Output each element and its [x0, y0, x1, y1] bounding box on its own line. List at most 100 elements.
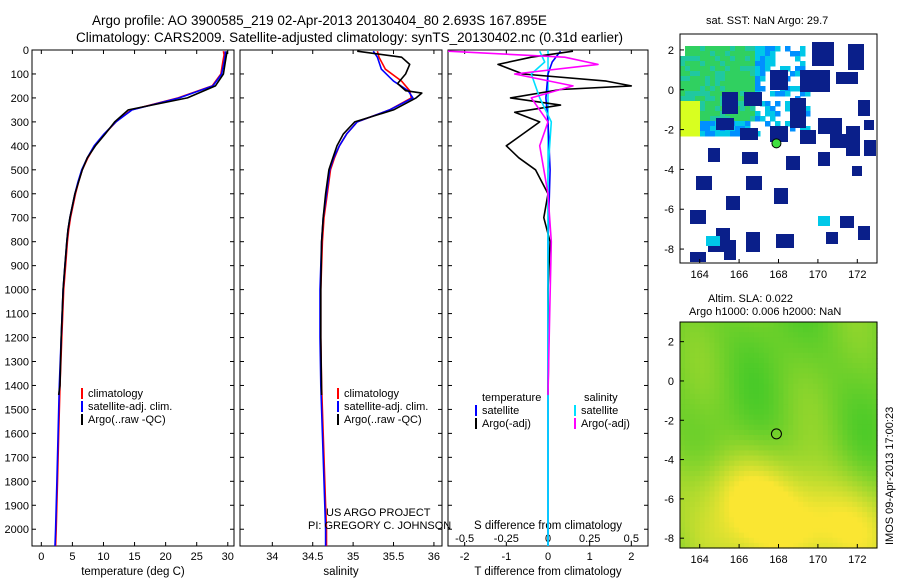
map-cell — [798, 542, 804, 549]
map-cell — [788, 322, 794, 328]
map-cell — [768, 337, 775, 344]
map-cell — [748, 399, 755, 405]
map-cell — [768, 347, 775, 354]
map-cell — [788, 388, 794, 395]
map-cell — [748, 373, 755, 380]
map-cell — [695, 116, 701, 122]
map-cell — [793, 522, 799, 529]
map-cell — [842, 399, 849, 405]
map-cell — [798, 357, 804, 364]
map-cell — [803, 393, 809, 400]
map-cell — [837, 481, 844, 487]
map-cell — [694, 363, 701, 369]
map-cell — [798, 455, 804, 462]
temperature-axes-frame — [31, 49, 235, 547]
map-cell — [783, 342, 789, 349]
map-cell — [803, 501, 809, 508]
credit-line2: PI: GREGORY C. JOHNSON — [308, 520, 451, 532]
map-cell — [867, 404, 873, 410]
y-tick-label: 400 — [11, 141, 29, 153]
map-cell — [699, 517, 706, 523]
map-cell — [684, 378, 691, 385]
map-cell — [788, 450, 794, 457]
map-cell — [724, 476, 730, 482]
map-cell — [862, 337, 868, 344]
map-cell — [793, 517, 799, 523]
legend-label: satellite — [482, 405, 519, 417]
map-cell — [778, 337, 785, 344]
map-cell — [750, 51, 756, 57]
map-cell — [689, 450, 696, 457]
map-cell — [827, 491, 834, 498]
map-cell — [705, 56, 711, 62]
map-cell — [783, 337, 789, 344]
map-cell — [729, 342, 735, 349]
map-cell — [842, 368, 849, 374]
map-cell — [847, 445, 853, 452]
map-cell — [852, 532, 858, 539]
map-cell — [857, 455, 863, 462]
map-cell — [832, 327, 839, 333]
map-cell — [817, 327, 824, 333]
map-cell — [744, 476, 750, 482]
map-cell — [778, 532, 785, 539]
map-cell — [748, 532, 755, 539]
map-cell — [694, 322, 701, 328]
map-cell — [744, 542, 750, 549]
map-cell — [704, 424, 711, 431]
map-cell — [793, 460, 799, 467]
map-cell — [788, 327, 794, 333]
map-cell — [753, 455, 760, 462]
map-cell — [847, 450, 853, 457]
map-cell — [715, 131, 721, 137]
map-cell — [872, 393, 878, 400]
map-cell — [842, 347, 849, 354]
map-cell — [745, 66, 751, 72]
map-cell — [837, 373, 844, 380]
map-cell — [704, 532, 711, 539]
map-cell — [837, 393, 844, 400]
map-cell — [710, 96, 716, 102]
map-cell — [808, 450, 814, 457]
map-cell — [812, 378, 819, 385]
map-cell — [709, 501, 716, 508]
x-tick-label: 0 — [38, 551, 44, 563]
map-cell — [842, 460, 849, 467]
map-cell — [719, 399, 725, 405]
map-cell — [753, 368, 760, 374]
map-cell — [778, 368, 785, 374]
map-cell — [730, 61, 736, 67]
map-cell — [822, 450, 829, 457]
map-cell — [783, 373, 789, 380]
map-cell — [704, 450, 711, 457]
map-cell — [704, 512, 711, 518]
map-cell — [872, 435, 878, 441]
map-cell — [746, 176, 762, 190]
map-y-tick-label: -6 — [664, 494, 674, 506]
map-cell — [827, 347, 834, 354]
x-tick-label: 25 — [191, 551, 203, 563]
map-cell — [817, 522, 824, 529]
map-cell — [753, 357, 760, 364]
map-cell — [719, 404, 725, 410]
map-cell — [704, 393, 711, 400]
map-cell — [768, 501, 775, 508]
map-cell — [793, 373, 799, 380]
map-cell — [803, 527, 809, 534]
map-cell — [776, 234, 794, 248]
map-cell — [808, 506, 814, 513]
map-cell — [867, 429, 873, 436]
map-cell — [812, 481, 819, 487]
map-cell — [719, 322, 725, 328]
map-cell — [847, 368, 853, 374]
map-cell — [783, 522, 789, 529]
map-cell — [832, 409, 839, 416]
map-cell — [744, 512, 750, 518]
map-cell — [793, 378, 799, 385]
map-cell — [758, 496, 765, 503]
map-cell — [773, 322, 780, 328]
map-cell — [704, 445, 711, 452]
map-cell — [719, 373, 725, 380]
map-cell — [783, 429, 789, 436]
map-cell — [734, 491, 740, 498]
